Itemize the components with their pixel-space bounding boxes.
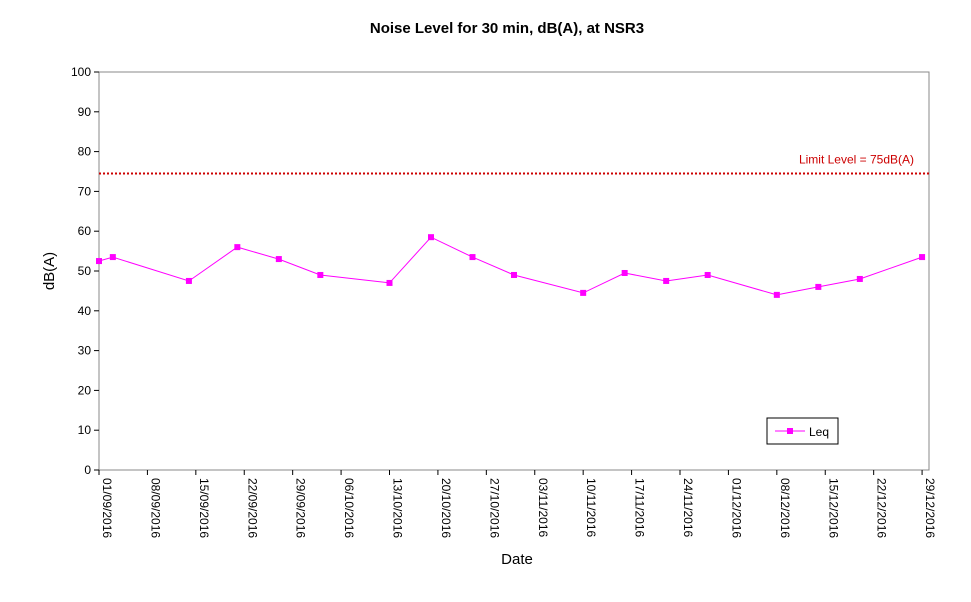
chart-title: Noise Level for 30 min, dB(A), at NSR3 <box>370 20 644 37</box>
y-axis-label: dB(A) <box>41 252 58 290</box>
data-point <box>580 289 587 296</box>
x-tick-label: 22/12/2016 <box>875 478 889 538</box>
y-tick-label: 60 <box>78 224 92 238</box>
y-tick-label: 100 <box>71 65 91 79</box>
legend-marker <box>787 428 793 434</box>
limit-label: Limit Level = 75dB(A) <box>799 152 914 166</box>
legend: Leq <box>766 417 839 445</box>
legend-label: Leq <box>809 425 829 439</box>
data-point <box>234 244 241 251</box>
data-point <box>275 256 282 263</box>
x-tick-label: 27/10/2016 <box>487 478 501 538</box>
x-tick-label: 01/09/2016 <box>100 478 114 538</box>
data-point <box>773 291 780 298</box>
x-tick-label: 24/11/2016 <box>681 478 695 537</box>
series-line-leq <box>98 236 923 296</box>
data-point <box>469 254 476 261</box>
data-point <box>919 254 926 261</box>
data-point <box>856 275 863 282</box>
y-tick-label: 70 <box>78 184 92 198</box>
reference-lines: Limit Level = 75dB(A) <box>99 152 929 175</box>
y-axis: 0 10 20 30 40 50 60 70 80 90 100 <box>71 65 99 477</box>
data-point <box>704 271 711 278</box>
x-tick-label: 03/11/2016 <box>536 478 550 537</box>
x-tick-label: 20/10/2016 <box>439 478 453 538</box>
x-tick-label: 10/11/2016 <box>584 478 598 537</box>
x-tick-label: 08/12/2016 <box>778 478 792 538</box>
data-point <box>663 277 670 284</box>
data-point <box>428 234 434 241</box>
x-tick-label: 15/12/2016 <box>826 478 840 538</box>
x-tick-label: 15/09/2016 <box>197 478 211 538</box>
x-tick-label: 01/12/2016 <box>729 478 743 538</box>
x-tick-label: 06/10/2016 <box>342 478 356 538</box>
x-tick-label: 29/09/2016 <box>294 478 308 538</box>
x-axis: 01/09/2016 08/09/2016 15/09/2016 22/09/2016… <box>98 470 937 538</box>
x-tick-label: 13/10/2016 <box>391 478 405 538</box>
y-tick-label: 80 <box>78 145 92 159</box>
y-tick-label: 90 <box>78 105 92 119</box>
data-point <box>185 277 192 284</box>
plot-area <box>98 71 930 471</box>
data-point <box>96 258 102 265</box>
y-tick-label: 50 <box>78 264 92 278</box>
data-point <box>109 254 116 261</box>
data-point <box>511 271 517 278</box>
x-tick-label: 22/09/2016 <box>245 478 259 538</box>
y-tick-label: 0 <box>84 463 91 477</box>
y-tick-label: 30 <box>78 344 92 358</box>
y-tick-label: 40 <box>78 304 92 318</box>
data-point <box>386 279 393 286</box>
x-tick-label: 17/11/2016 <box>633 478 647 537</box>
x-tick-label: 29/12/2016 <box>923 478 937 538</box>
data-point <box>317 271 324 278</box>
data-point <box>815 283 822 290</box>
data-point <box>621 269 628 276</box>
series-layer <box>96 234 926 298</box>
x-axis-label: Date <box>501 551 533 568</box>
y-tick-label: 10 <box>78 423 92 437</box>
x-tick-label: 08/09/2016 <box>148 478 162 538</box>
y-tick-label: 20 <box>78 383 92 397</box>
